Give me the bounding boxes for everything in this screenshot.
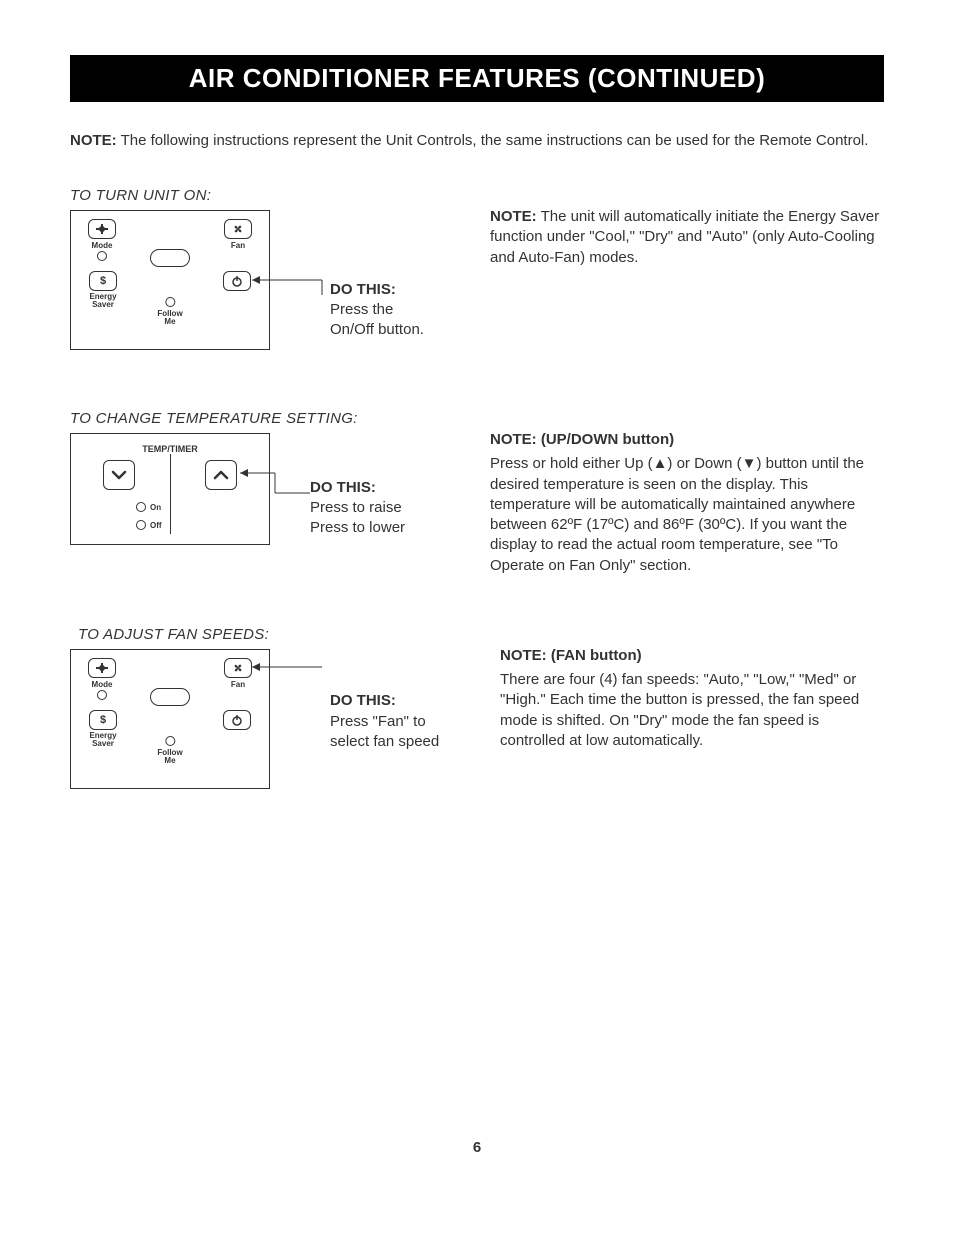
section-temp: TO CHANGE TEMPERATURE SETTING: TEMP/TIME… — [70, 410, 884, 576]
fan-button-3 — [224, 658, 252, 678]
panel3-wrap: Mode Fan $ Energy Sa — [70, 649, 490, 789]
follow-label2-3: Me — [164, 757, 175, 765]
follow-led — [165, 297, 175, 307]
display-window-3 — [150, 688, 190, 706]
off-label: Off — [150, 521, 162, 530]
power-button — [223, 271, 251, 291]
intro-body: The following instructions represent the… — [117, 132, 869, 149]
mode-icon-3 — [95, 663, 109, 673]
section-fan: TO ADJUST FAN SPEEDS: Mode — [70, 626, 884, 789]
up-button — [205, 460, 237, 490]
fan-icon — [232, 223, 244, 235]
follow-me-stack-3: Follow Me — [157, 736, 182, 765]
fan-stack-3: Fan — [225, 658, 251, 689]
mode-button — [88, 219, 116, 239]
intro-text: NOTE: The following instructions represe… — [70, 130, 884, 151]
energy-label2-3: Saver — [92, 740, 114, 748]
fan-icon-3 — [232, 662, 244, 674]
follow-led-3 — [165, 736, 175, 746]
chevron-up-icon — [213, 469, 229, 481]
fan-button — [224, 219, 252, 239]
chevron-down-icon — [111, 469, 127, 481]
section3-heading: TO ADJUST FAN SPEEDS: — [78, 626, 490, 643]
energy-saver-stack: $ Energy Saver — [89, 271, 117, 309]
down-button — [103, 460, 135, 490]
display-window — [150, 249, 190, 267]
section-turn-on: TO TURN UNIT ON: Mode — [70, 187, 884, 350]
power-icon-3 — [231, 714, 243, 726]
section1-heading: TO TURN UNIT ON: — [70, 187, 490, 204]
section1-right: NOTE: The unit will automatically initia… — [490, 207, 884, 268]
mode-icon — [95, 224, 109, 234]
section2-note-label: NOTE: (UP/DOWN button) — [490, 430, 884, 450]
on-label: On — [150, 503, 161, 512]
control-panel-3: Mode Fan $ Energy Sa — [70, 649, 270, 789]
power-stack-3 — [223, 710, 251, 730]
energy-saver-button-3: $ — [89, 710, 117, 730]
section3-note-label: NOTE: (FAN button) — [500, 646, 884, 666]
panel3-row1: Mode Fan — [89, 658, 251, 689]
on-indicator: On — [136, 502, 161, 512]
section3-right: NOTE: (FAN button) There are four (4) fa… — [490, 646, 884, 751]
arrow-to-fan — [252, 649, 372, 689]
section1-left: TO TURN UNIT ON: Mode — [70, 187, 490, 350]
do-text-3b: select fan speed — [330, 732, 439, 752]
panel2-divider — [170, 454, 171, 534]
section2-note-text: Press or hold either Up (▲) or Down (▼) … — [490, 454, 884, 576]
on-led — [136, 502, 146, 512]
fan-label-3: Fan — [231, 680, 245, 689]
fan-stack: Fan — [225, 219, 251, 250]
section3-left: TO ADJUST FAN SPEEDS: Mode — [70, 626, 490, 789]
page-title: AIR CONDITIONER FEATURES (CONTINUED) — [70, 55, 884, 102]
mode-stack-3: Mode — [89, 658, 115, 689]
page: AIR CONDITIONER FEATURES (CONTINUED) NOT… — [0, 0, 954, 1196]
mode-stack: Mode — [89, 219, 115, 250]
panel1-row1: Mode Fan — [89, 219, 251, 250]
energy-saver-button: $ — [89, 271, 117, 291]
section2-heading: TO CHANGE TEMPERATURE SETTING: — [70, 410, 490, 427]
section2-left: TO CHANGE TEMPERATURE SETTING: TEMP/TIME… — [70, 410, 490, 545]
mode-button-3 — [88, 658, 116, 678]
arrows-temp — [240, 433, 330, 545]
mode-led — [97, 251, 107, 261]
do-label-3: DO THIS: — [330, 691, 439, 711]
arrow-to-power — [252, 210, 372, 350]
do-text-3a: Press "Fan" to — [330, 712, 439, 732]
energy-saver-stack-3: $ Energy Saver — [89, 710, 117, 748]
power-icon — [231, 275, 243, 287]
off-indicator: Off — [136, 520, 162, 530]
power-button-3 — [223, 710, 251, 730]
fan-label: Fan — [231, 241, 245, 250]
section3-note-text: There are four (4) fan speeds: "Auto," "… — [500, 670, 884, 751]
energy-label2: Saver — [92, 301, 114, 309]
power-stack — [223, 271, 251, 291]
section1-note-label: NOTE: — [490, 208, 537, 225]
follow-label2: Me — [164, 318, 175, 326]
page-number: 6 — [70, 1139, 884, 1156]
note-label: NOTE: — [70, 132, 117, 149]
section1-note-text: The unit will automatically initiate the… — [490, 208, 879, 266]
control-panel-1: Mode Fan $ Energy Sa — [70, 210, 270, 350]
panel1-wrap: Mode Fan $ Energy Sa — [70, 210, 490, 350]
panel2-wrap: TEMP/TIMER On Off — [70, 433, 490, 545]
mode-led-3 — [97, 690, 107, 700]
off-led — [136, 520, 146, 530]
mode-label: Mode — [92, 241, 113, 250]
mode-label-3: Mode — [92, 680, 113, 689]
section3-do-this: DO THIS: Press "Fan" to select fan speed — [330, 691, 439, 752]
follow-me-stack: Follow Me — [157, 297, 182, 326]
section2-right: NOTE: (UP/DOWN button) Press or hold eit… — [490, 430, 884, 576]
